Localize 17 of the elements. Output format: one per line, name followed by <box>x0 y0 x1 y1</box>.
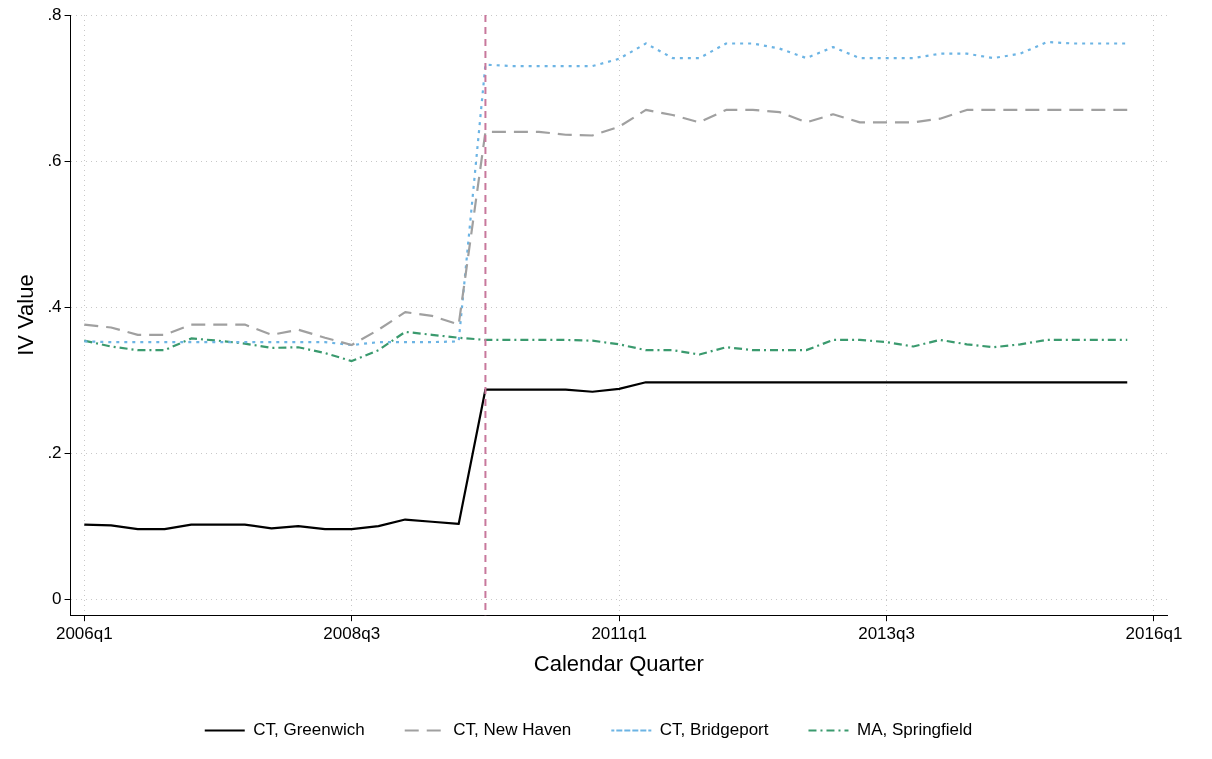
x-tick-label: 2011q1 <box>591 624 647 644</box>
y-tick-label: .4 <box>47 296 62 316</box>
legend-label: CT, New Haven <box>453 720 572 740</box>
x-tick-label: 2008q3 <box>323 624 381 644</box>
x-tick-label: 2016q1 <box>1125 624 1183 644</box>
y-tick-label: 0 <box>52 588 62 608</box>
y-tick-label: .6 <box>47 150 62 170</box>
legend-label: CT, Greenwich <box>253 720 365 740</box>
legend-label: MA, Springfield <box>856 720 973 740</box>
x-tick-label: 2006q1 <box>55 624 113 644</box>
y-tick-label: .2 <box>47 442 62 462</box>
y-axis-title: IV Value <box>13 274 39 356</box>
y-tick-label: .8 <box>47 4 62 24</box>
x-axis-title: Calendar Quarter <box>533 650 704 676</box>
line-series <box>83 108 1129 347</box>
legend-label: CT, Bridgeport <box>659 720 769 740</box>
x-tick-label: 2013q3 <box>858 624 915 644</box>
